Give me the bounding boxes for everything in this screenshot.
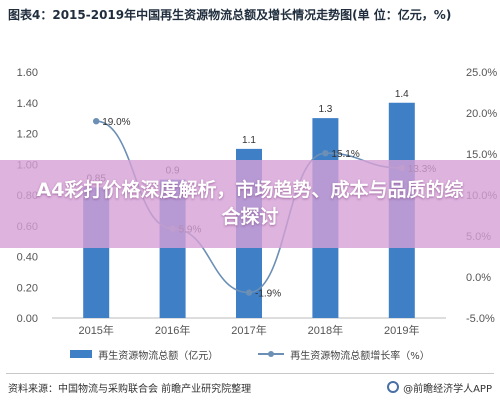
line-point xyxy=(322,149,329,157)
source-text: 资料来源：中国物流与采购联合会 前瞻产业研究院整理 xyxy=(8,383,252,395)
line-value-label: 19.0% xyxy=(102,117,130,128)
x-tick-label: 2019年 xyxy=(384,323,419,337)
left-tick-label: 0.20 xyxy=(17,282,38,294)
bar-swatch xyxy=(70,350,93,358)
brand-logo-icon xyxy=(387,381,400,393)
x-tick-label: 2017年 xyxy=(231,323,266,337)
chart-title: 图表4：2015-2019年中国再生资源物流总额及增长情况走势图(单 位：亿元，… xyxy=(8,8,452,22)
line-point xyxy=(245,289,253,296)
right-tick-label: 20.0% xyxy=(466,108,497,120)
brand: @前瞻经济学人APP xyxy=(387,380,492,395)
bar-value-label: 1.4 xyxy=(395,89,409,100)
legend: 再生资源物流总额（亿元） 再生资源物流总额增长率（%） xyxy=(0,344,500,364)
right-tick-label: 15.0% xyxy=(466,149,497,161)
left-tick-label: 0.40 xyxy=(17,252,38,264)
line-swatch xyxy=(258,349,285,359)
x-axis: 2015年 2016年 2017年 2018年 2019年 xyxy=(52,317,446,337)
bar-value-label: 1.3 xyxy=(318,104,332,115)
left-tick-label: 0.00 xyxy=(17,313,38,325)
bar-value-label: 1.1 xyxy=(242,135,256,146)
line-value-label: 15.1% xyxy=(331,149,359,160)
line-value-label: -1.9% xyxy=(255,289,281,300)
right-tick-label: 0.0% xyxy=(466,272,491,284)
footer: 资料来源：中国物流与采购联合会 前瞻产业研究院整理 @前瞻经济学人APP xyxy=(8,378,492,396)
banner-text: A4彩打价格深度解析，市场趋势、成本与品质的综合探讨 xyxy=(36,179,464,228)
legend-item-bar: 再生资源物流总额（亿元） xyxy=(70,347,218,362)
x-tick-label: 2015年 xyxy=(78,323,113,337)
x-tick-label: 2016年 xyxy=(155,323,190,337)
overlay-banner: A4彩打价格深度解析，市场趋势、成本与品质的综合探讨 xyxy=(0,160,500,248)
left-tick-label: 1.40 xyxy=(17,98,38,110)
right-tick-label: 25.0% xyxy=(466,67,497,79)
legend-label-bar: 再生资源物流总额（亿元） xyxy=(98,350,219,362)
left-tick-label: 1.20 xyxy=(17,129,38,141)
right-tick-label: -5.0% xyxy=(466,313,495,325)
footer-divider xyxy=(6,373,494,374)
legend-label-line: 再生资源物流总额增长率（%） xyxy=(290,350,430,362)
brand-text: @前瞻经济学人APP xyxy=(403,383,492,395)
legend-item-line: 再生资源物流总额增长率（%） xyxy=(258,347,430,362)
left-tick-label: 1.60 xyxy=(17,67,38,79)
line-point xyxy=(93,118,100,125)
x-tick-label: 2018年 xyxy=(308,323,343,337)
